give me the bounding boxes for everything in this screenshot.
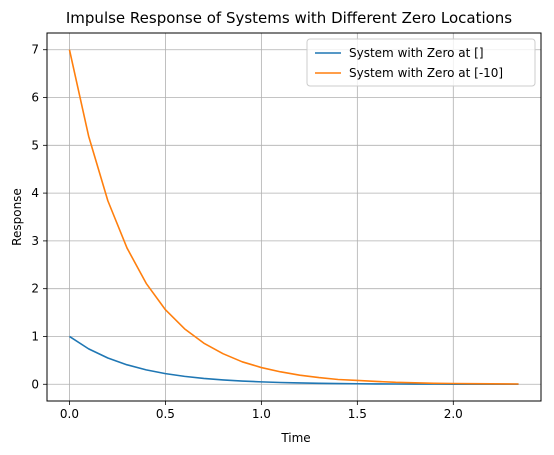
x-tick-label: 1.0 [252,407,271,421]
series-line-2 [68,49,519,385]
legend-box [306,38,536,87]
y-tick-label: 3 [31,234,39,248]
x-tick-label: 1.5 [348,407,367,421]
x-tick-label: 2.0 [444,407,463,421]
plot-frame [46,32,542,402]
y-tick-label: 4 [31,186,39,200]
y-axis-ticks: 0 1 2 3 4 5 6 7 [31,43,47,391]
y-axis-label: Response [10,188,24,246]
y-tick-label: 7 [31,43,39,57]
y-tick-label: 2 [31,282,39,296]
legend: System with Zero at [] System with Zero a… [306,38,536,87]
legend-label-2: System with Zero at [-10] [349,66,503,80]
series-line-1 [69,335,519,386]
grid-lines [47,33,541,401]
y-tick-label: 1 [31,329,39,343]
x-tick-label: 0.5 [156,407,175,421]
x-tick-label: 0.0 [60,407,79,421]
y-tick-label: 5 [31,138,39,152]
legend-label-1: System with Zero at [] [349,46,484,60]
x-axis-label: Time [280,431,310,445]
chart-title: Impulse Response of Systems with Differe… [66,9,512,27]
series-lines [68,49,519,386]
x-axis-ticks: 0.0 0.5 1.0 1.5 2.0 [60,401,463,421]
y-tick-label: 6 [31,91,39,105]
y-tick-label: 0 [31,377,39,391]
